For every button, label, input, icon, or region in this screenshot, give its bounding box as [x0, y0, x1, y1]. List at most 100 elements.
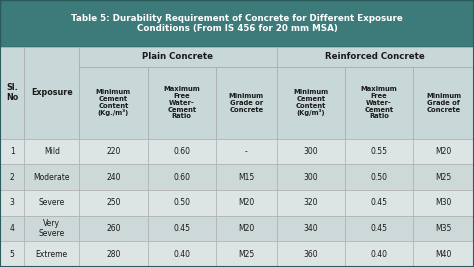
Bar: [24, 216, 79, 241]
Text: Minimum
Cement
Content
(Kg/m³): Minimum Cement Content (Kg/m³): [293, 89, 328, 116]
Bar: [345, 67, 413, 139]
Bar: [147, 67, 216, 139]
Bar: [216, 164, 277, 190]
Text: 280: 280: [106, 250, 120, 259]
Text: Maximum
Free
Water-
Cement
Ratio: Maximum Free Water- Cement Ratio: [164, 86, 200, 119]
Bar: [216, 67, 277, 139]
Text: 4: 4: [9, 224, 15, 233]
Bar: [413, 67, 474, 139]
Text: Exposure: Exposure: [31, 88, 73, 97]
Bar: [79, 47, 277, 67]
Bar: [413, 241, 474, 267]
Bar: [216, 139, 277, 164]
Bar: [216, 190, 277, 216]
Text: Sl.
No: Sl. No: [6, 83, 18, 102]
Bar: [79, 241, 147, 267]
Text: 240: 240: [106, 173, 121, 182]
Text: 0.40: 0.40: [173, 250, 190, 259]
Text: 0.60: 0.60: [173, 173, 190, 182]
Text: Table 5: Durability Requirement of Concrete for Different Exposure
Conditions (F: Table 5: Durability Requirement of Concr…: [71, 14, 403, 33]
Text: 0.40: 0.40: [371, 250, 388, 259]
Bar: [24, 241, 79, 267]
Bar: [413, 139, 474, 164]
Text: 0.45: 0.45: [371, 198, 388, 207]
Bar: [413, 164, 474, 190]
Bar: [147, 190, 216, 216]
Bar: [147, 139, 216, 164]
Text: M25: M25: [238, 250, 255, 259]
Bar: [24, 190, 79, 216]
Bar: [277, 241, 345, 267]
Text: M15: M15: [238, 173, 255, 182]
Text: 260: 260: [106, 224, 121, 233]
Bar: [277, 190, 345, 216]
Text: 360: 360: [303, 250, 318, 259]
Text: 0.50: 0.50: [371, 173, 388, 182]
Text: Minimum
Grade of
Concrete: Minimum Grade of Concrete: [426, 93, 461, 113]
Text: Minimum
Grade or
Concrete: Minimum Grade or Concrete: [228, 93, 264, 113]
Text: Severe: Severe: [39, 198, 65, 207]
Bar: [277, 47, 474, 67]
Text: Moderate: Moderate: [34, 173, 70, 182]
Bar: [345, 139, 413, 164]
Text: Reinforced Concrete: Reinforced Concrete: [326, 52, 425, 61]
Bar: [277, 139, 345, 164]
Text: 5: 5: [9, 250, 15, 259]
Bar: [345, 164, 413, 190]
Text: M20: M20: [436, 147, 452, 156]
Text: M30: M30: [436, 198, 452, 207]
Text: 300: 300: [303, 173, 318, 182]
Text: 0.50: 0.50: [173, 198, 190, 207]
Text: -: -: [245, 147, 247, 156]
Text: 3: 3: [9, 198, 15, 207]
Text: 220: 220: [106, 147, 120, 156]
Bar: [413, 190, 474, 216]
Bar: [345, 216, 413, 241]
Bar: [0, 164, 24, 190]
Text: M20: M20: [238, 224, 255, 233]
Text: 1: 1: [10, 147, 15, 156]
Text: Extreme: Extreme: [36, 250, 68, 259]
Text: M20: M20: [238, 198, 255, 207]
Bar: [0, 241, 24, 267]
Bar: [345, 241, 413, 267]
Text: M35: M35: [436, 224, 452, 233]
Bar: [216, 241, 277, 267]
Text: Maximum
Free
Water-
Cement
Ratio: Maximum Free Water- Cement Ratio: [361, 86, 398, 119]
Bar: [0, 47, 24, 139]
Text: 0.45: 0.45: [173, 224, 190, 233]
Bar: [24, 139, 79, 164]
Bar: [24, 47, 79, 139]
Bar: [0, 0, 474, 47]
Bar: [413, 216, 474, 241]
Text: 0.45: 0.45: [371, 224, 388, 233]
Bar: [0, 216, 24, 241]
Bar: [0, 47, 474, 67]
Bar: [277, 164, 345, 190]
Text: 320: 320: [303, 198, 318, 207]
Bar: [24, 164, 79, 190]
Text: Minimum
Cement
Content
(Kg./m³): Minimum Cement Content (Kg./m³): [96, 89, 131, 116]
Text: 300: 300: [303, 147, 318, 156]
Bar: [0, 190, 24, 216]
Bar: [79, 216, 147, 241]
Text: Very
Severe: Very Severe: [39, 219, 65, 238]
Bar: [277, 67, 345, 139]
Bar: [79, 67, 147, 139]
Text: 340: 340: [303, 224, 318, 233]
Bar: [79, 190, 147, 216]
Text: Plain Concrete: Plain Concrete: [143, 52, 213, 61]
Text: M25: M25: [436, 173, 452, 182]
Bar: [147, 164, 216, 190]
Text: 250: 250: [106, 198, 121, 207]
Text: 2: 2: [10, 173, 15, 182]
Bar: [345, 190, 413, 216]
Bar: [147, 216, 216, 241]
Text: 0.55: 0.55: [371, 147, 388, 156]
Text: 0.60: 0.60: [173, 147, 190, 156]
Text: M40: M40: [436, 250, 452, 259]
Bar: [0, 139, 24, 164]
Bar: [147, 241, 216, 267]
Bar: [277, 216, 345, 241]
Bar: [79, 139, 147, 164]
